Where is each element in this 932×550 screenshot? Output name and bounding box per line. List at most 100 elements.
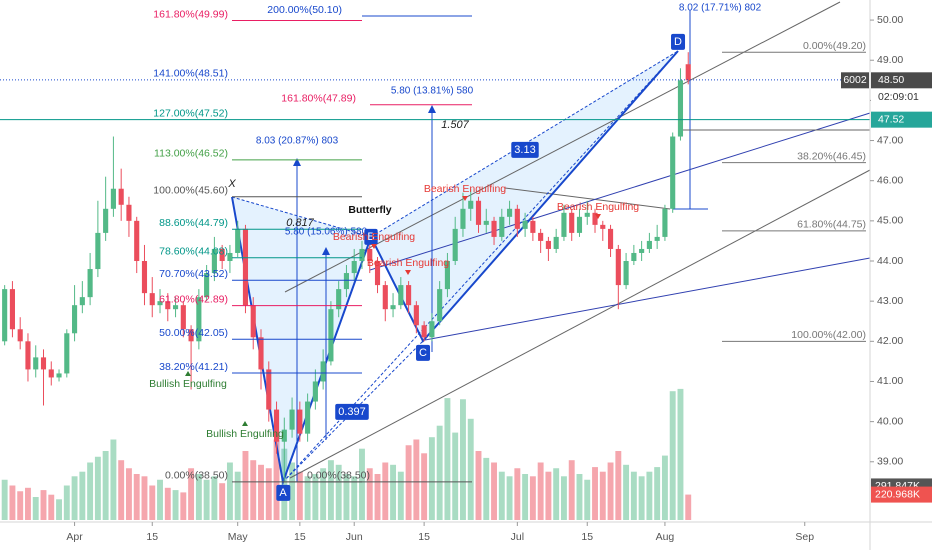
fib-label: 100.00%(45.60) (153, 185, 228, 197)
candle-body (468, 200, 474, 209)
candle-body (258, 337, 264, 370)
x-tick-label: 15 (146, 531, 158, 543)
fib-label: 78.60%(44.08) (159, 246, 228, 258)
arrow-head (428, 105, 436, 113)
candle-body (196, 297, 202, 342)
candle-body (576, 216, 583, 233)
candle-body (607, 228, 614, 249)
x-tick-label: 15 (418, 531, 430, 543)
volume-bar (452, 432, 459, 520)
fib-label: 70.70%(43.52) (159, 268, 228, 280)
volume-bar (234, 471, 241, 520)
volume-bar (560, 476, 567, 520)
fib-label: 100.00%(42.00) (791, 329, 866, 341)
point-label: D (674, 36, 682, 48)
volume-bar (630, 471, 637, 520)
candle-body (654, 236, 660, 241)
volume-bar (359, 448, 365, 520)
x-tick-label: 15 (294, 531, 306, 543)
candle-body (180, 305, 186, 330)
point-label-box (364, 228, 378, 245)
volume-bar (273, 439, 280, 520)
extension-label: 0.00%(38.50) (307, 470, 370, 482)
volume-bar (102, 451, 109, 520)
signal-label: Bearish Engulfing (367, 257, 449, 269)
x-tick-label: Jun (346, 531, 363, 543)
xb-line (231, 196, 372, 238)
volume-bar (219, 483, 226, 520)
signal-label: Bullish Engulfing (149, 378, 227, 390)
volume-bar (157, 479, 163, 520)
volume-bar (188, 468, 195, 520)
measure-label: 5.80 (13.81%) 580 (391, 86, 474, 97)
candle-body (72, 305, 78, 334)
point-label-box (671, 33, 686, 50)
countdown: 02:09:01 (878, 91, 919, 103)
fib-label: 61.80%(42.89) (159, 293, 228, 305)
signal-arrow (462, 196, 468, 201)
candle-body (584, 212, 590, 217)
candle-body (328, 309, 334, 362)
ratio-label: 1.507 (441, 119, 469, 131)
candle-body (460, 208, 466, 229)
volume-bar (576, 474, 583, 520)
candle-body (421, 325, 427, 338)
volume-bar (623, 464, 630, 520)
volume-bar (366, 468, 373, 520)
volume-bar (17, 491, 24, 520)
candle-body (452, 228, 458, 262)
candle-body (545, 240, 551, 249)
candle-body (670, 136, 676, 209)
fib-label: 113.00%(46.52) (154, 148, 228, 160)
volume-bar (436, 425, 443, 520)
candle-body (475, 200, 482, 225)
y-tick-label: 45.00 (877, 215, 903, 227)
candle-body (382, 285, 388, 310)
candle-body (134, 220, 140, 262)
candle-body (25, 341, 31, 370)
volume-bar (1, 479, 8, 520)
candle-body (592, 212, 598, 225)
candle-body (157, 301, 163, 306)
volume-bar (25, 487, 31, 520)
x-tick-label: Jul (511, 531, 524, 543)
signal-label: Bearish Engulfing (333, 231, 415, 243)
measure-label: 8.02 (17.71%) 802 (679, 3, 762, 14)
candle-body (374, 261, 381, 286)
candle-body (561, 212, 567, 237)
x-tick-label: Sep (795, 531, 814, 543)
y-tick-label: 47.00 (877, 134, 903, 146)
candle-body (429, 321, 435, 338)
candle-body (406, 285, 412, 306)
ratio-label: 3.13 (514, 144, 535, 156)
candle-body (437, 289, 443, 322)
y-tick-label: 39.00 (877, 456, 903, 468)
candle-body (79, 297, 85, 306)
volume-bar (514, 468, 521, 520)
volume-bar (304, 476, 311, 520)
volume-tag: 6002 (843, 74, 867, 86)
x-tick-label: Aug (656, 531, 675, 543)
candle-body (413, 305, 419, 326)
point-label: X (227, 178, 236, 190)
candle-body (444, 261, 450, 290)
candle-body (204, 273, 210, 298)
volume-bar (56, 499, 62, 520)
candle-body (522, 220, 528, 229)
candle-body (514, 208, 520, 229)
volume-bar (94, 456, 101, 520)
signal-arrow (595, 214, 601, 219)
volume-bar (296, 471, 303, 520)
countdown-box (871, 89, 932, 105)
volume-bar (71, 476, 78, 520)
x-tick-label: 15 (581, 531, 593, 543)
pattern-name: Butterfly (348, 204, 391, 216)
volume-bar (607, 462, 614, 520)
candle-body (235, 228, 241, 253)
candle-body (646, 240, 652, 249)
measure-label: 5.80 (15.06%) 580 (285, 227, 368, 238)
x-tick-label: May (228, 531, 249, 543)
volume-bar (428, 437, 435, 520)
signal-arrow (371, 244, 377, 249)
fib-label: 50.00%(42.05) (159, 327, 228, 339)
